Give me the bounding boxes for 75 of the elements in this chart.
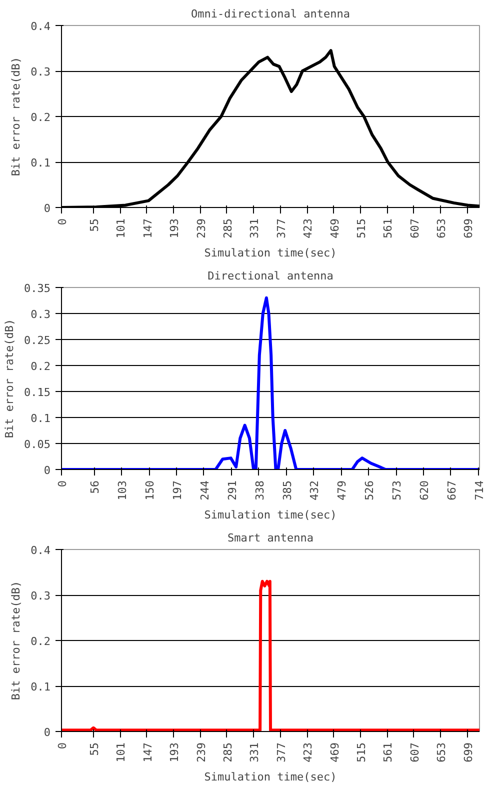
y-axis-title: Bit error rate(dB) <box>10 56 23 176</box>
x-tick-label: 244 <box>198 480 212 500</box>
x-tick-label: 377 <box>274 218 288 238</box>
x-tick-label: 385 <box>280 480 294 500</box>
y-tick-label: 0.15 <box>24 386 51 399</box>
x-tick-label: 620 <box>418 480 431 500</box>
x-tick-label: 239 <box>194 742 208 762</box>
x-tick-label: 526 <box>363 480 376 500</box>
y-tick-label: 0.35 <box>24 282 51 295</box>
x-tick-label: 515 <box>354 742 368 762</box>
x-tick-label: 285 <box>221 742 234 762</box>
x-tick-label: 101 <box>114 742 128 762</box>
x-tick-label: 479 <box>336 480 349 500</box>
y-tick-label: 0.2 <box>30 635 51 648</box>
x-tick-label: 714 <box>472 480 486 500</box>
x-tick-label: 285 <box>221 218 234 238</box>
x-tick-label: 0 <box>56 480 69 488</box>
x-tick-label: 101 <box>114 218 128 238</box>
x-tick-label: 699 <box>462 742 475 762</box>
y-tick-label: 0.4 <box>30 544 51 557</box>
x-tick-label: 55 <box>88 218 101 232</box>
x-tick-label: 607 <box>408 742 422 762</box>
x-tick-label: 331 <box>248 218 262 238</box>
chart-title: Smart antenna <box>227 532 314 544</box>
x-axis-title: Simulation time(sec) <box>204 246 337 260</box>
y-tick-label: 0 <box>44 726 50 739</box>
x-tick-label: 103 <box>116 480 130 500</box>
x-tick-label: 56 <box>88 480 102 494</box>
x-tick-label: 561 <box>382 742 395 762</box>
y-axis-title: Bit error rate(dB) <box>10 580 23 700</box>
x-tick-label: 0 <box>56 742 69 750</box>
x-tick-label: 193 <box>168 742 182 762</box>
x-tick-label: 667 <box>445 480 458 500</box>
x-tick-label: 699 <box>462 218 475 238</box>
y-tick-label: 0.3 <box>30 308 51 321</box>
y-tick-label: 0 <box>44 464 50 477</box>
x-tick-label: 291 <box>226 480 239 500</box>
y-tick-label: 0.4 <box>30 20 51 33</box>
x-tick-label: 561 <box>382 218 395 238</box>
x-tick-label: 147 <box>141 218 154 238</box>
x-tick-label: 432 <box>308 480 322 500</box>
x-tick-label: 147 <box>141 742 154 762</box>
y-tick-label: 0.1 <box>30 412 51 425</box>
x-tick-label: 653 <box>435 742 448 762</box>
x-tick-label: 377 <box>274 742 288 762</box>
y-tick-label: 0.1 <box>30 680 51 694</box>
y-tick-label: 0.1 <box>30 156 51 170</box>
x-tick-label: 423 <box>302 742 315 762</box>
x-tick-label: 607 <box>408 218 422 238</box>
x-tick-label: 0 <box>56 218 69 226</box>
x-tick-label: 150 <box>144 480 157 500</box>
x-tick-label: 197 <box>171 480 184 500</box>
y-tick-label: 0 <box>44 202 50 215</box>
y-tick-label: 0.3 <box>30 590 51 602</box>
x-tick-label: 515 <box>354 218 368 238</box>
x-tick-label: 331 <box>248 742 262 762</box>
chart-title: Omni-directional antenna <box>191 8 350 20</box>
y-tick-label: 0.2 <box>30 360 51 373</box>
x-tick-label: 338 <box>253 480 266 500</box>
x-tick-label: 573 <box>390 480 404 500</box>
x-tick-label: 423 <box>302 218 315 238</box>
y-tick-label: 0.25 <box>24 334 51 347</box>
x-tick-label: 469 <box>328 218 342 238</box>
x-tick-label: 469 <box>328 742 342 762</box>
y-axis-title: Bit error rate(dB) <box>3 318 16 438</box>
x-tick-label: 55 <box>88 742 101 756</box>
x-tick-label: 239 <box>194 218 208 238</box>
chart-title: Directional antenna <box>208 270 334 282</box>
y-tick-label: 0.2 <box>30 111 51 124</box>
x-tick-label: 653 <box>435 218 448 238</box>
y-tick-label: 0.05 <box>24 438 51 451</box>
x-axis-title: Simulation time(sec) <box>204 770 337 784</box>
y-tick-label: 0.3 <box>30 66 51 78</box>
x-axis-title: Simulation time(sec) <box>204 508 337 522</box>
x-tick-label: 193 <box>168 218 182 238</box>
